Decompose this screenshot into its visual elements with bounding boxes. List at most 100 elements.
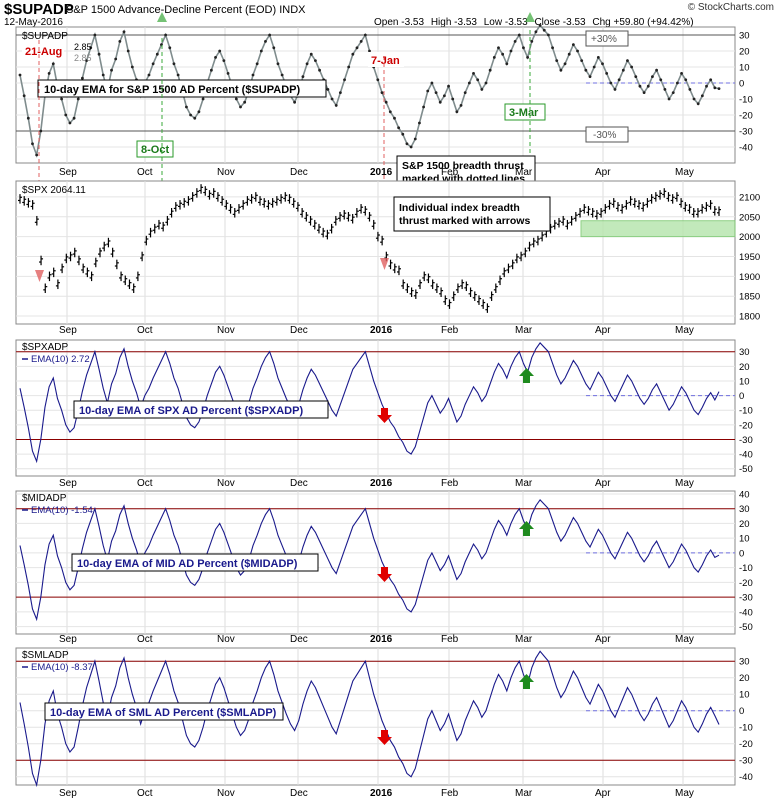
- series-point: [634, 75, 638, 78]
- date-label: 8-Oct: [141, 144, 169, 156]
- series-point: [480, 88, 484, 91]
- series-point: [588, 75, 592, 78]
- series-point: [492, 56, 496, 59]
- x-axis-label: Sep: [59, 634, 77, 645]
- series-point: [430, 81, 434, 85]
- series-point: [584, 68, 588, 72]
- series-point: [596, 56, 600, 59]
- series-point: [363, 33, 367, 37]
- x-axis-label: Nov: [217, 634, 235, 645]
- x-axis-label: Oct: [137, 478, 153, 489]
- x-axis-label: Apr: [595, 325, 611, 336]
- pct-label: -30%: [593, 130, 616, 141]
- x-axis-label: Sep: [59, 325, 77, 336]
- series-point: [276, 62, 280, 66]
- series-point: [555, 59, 559, 62]
- series-point: [72, 116, 76, 120]
- panel-legend: EMA(10) -1.54: [31, 505, 93, 516]
- y-tick-label: 30: [739, 31, 750, 42]
- x-axis-label: Dec: [290, 167, 308, 178]
- y-tick-label: 2000: [739, 232, 760, 243]
- down-arrow-icon: [377, 408, 392, 423]
- x-axis-label: Dec: [290, 325, 308, 336]
- series-point: [22, 94, 26, 98]
- series-point: [571, 43, 575, 46]
- x-axis-label: May: [675, 478, 694, 489]
- y-tick-label: 20: [739, 362, 750, 373]
- x-axis-label: Apr: [595, 788, 611, 799]
- up-arrow-icon: [519, 521, 534, 536]
- y-tick-label: -20: [739, 578, 753, 589]
- panel-note-box: [44, 702, 284, 721]
- description-text: S&P 1500 Advance-Decline Percent (EOD): [66, 4, 277, 16]
- y-tick-label: -10: [739, 406, 753, 417]
- y-tick-label: -40: [739, 143, 753, 154]
- series-point: [438, 100, 442, 104]
- series-point: [268, 33, 272, 37]
- series-point: [101, 73, 105, 77]
- series-point: [130, 65, 134, 69]
- series-point: [534, 30, 538, 34]
- x-axis-label: 2016: [370, 325, 393, 336]
- series-point: [630, 65, 634, 69]
- series-point: [18, 73, 22, 77]
- x-axis-label: Apr: [595, 167, 611, 178]
- series-point: [60, 97, 64, 101]
- x-axis-label: 2016: [370, 788, 393, 799]
- series-point: [264, 40, 267, 43]
- chart-date: 12-May-2016: [4, 17, 63, 28]
- y-tick-label: 10: [739, 534, 750, 545]
- x-axis-label: Feb: [441, 325, 459, 336]
- series-point: [384, 100, 388, 104]
- y-tick-label: -40: [739, 450, 753, 461]
- x-axis-label: Mar: [515, 788, 533, 799]
- series-point: [459, 104, 463, 107]
- series-point: [542, 28, 546, 32]
- series-point: [526, 56, 530, 59]
- series-point: [39, 129, 43, 133]
- y-tick-label: 30: [739, 347, 750, 358]
- support-zone: [580, 220, 736, 238]
- series-point: [393, 116, 396, 120]
- series-point: [330, 97, 334, 101]
- thrust-up-triangle: [157, 12, 167, 22]
- panel-note: 10-day EMA of SML AD Percent ($SMLADP): [50, 707, 277, 719]
- date-label-bg: [22, 43, 64, 58]
- series-point: [359, 40, 363, 43]
- series-point: [151, 62, 155, 66]
- series-point: [255, 62, 259, 66]
- y-tick-label: 1950: [739, 252, 760, 263]
- series-point: [51, 62, 55, 66]
- series-point: [168, 46, 172, 50]
- series-point: [226, 72, 230, 75]
- series-point: [567, 52, 571, 56]
- series-point: [530, 40, 534, 43]
- panel-legend: EMA(10) -8.37: [31, 662, 93, 673]
- high-value: High -3.53: [430, 17, 477, 28]
- y-tick-label: 10: [739, 690, 750, 701]
- series-point: [280, 73, 284, 77]
- x-axis-label: May: [675, 634, 694, 645]
- panel-note-box: [71, 553, 319, 572]
- series-point: [684, 78, 688, 82]
- y-tick-label: 10: [739, 376, 750, 387]
- series-point: [476, 78, 480, 82]
- series-point: [646, 84, 650, 88]
- y-tick-label: 2050: [739, 212, 760, 223]
- series-point: [185, 105, 188, 109]
- series-point: [484, 81, 488, 85]
- series-point: [172, 62, 176, 66]
- y-tick-label: -10: [739, 95, 753, 106]
- x-axis-label: May: [675, 325, 694, 336]
- x-axis-label: Dec: [290, 478, 308, 489]
- symbol-title: $SUPADP: [4, 1, 74, 18]
- date-label: 21-Aug: [25, 46, 62, 58]
- x-axis-label: 2016: [370, 167, 393, 178]
- brand-watermark: © StockCharts.com: [687, 2, 774, 13]
- series-point: [293, 100, 297, 104]
- series-point: [592, 65, 596, 69]
- series-point: [576, 49, 579, 53]
